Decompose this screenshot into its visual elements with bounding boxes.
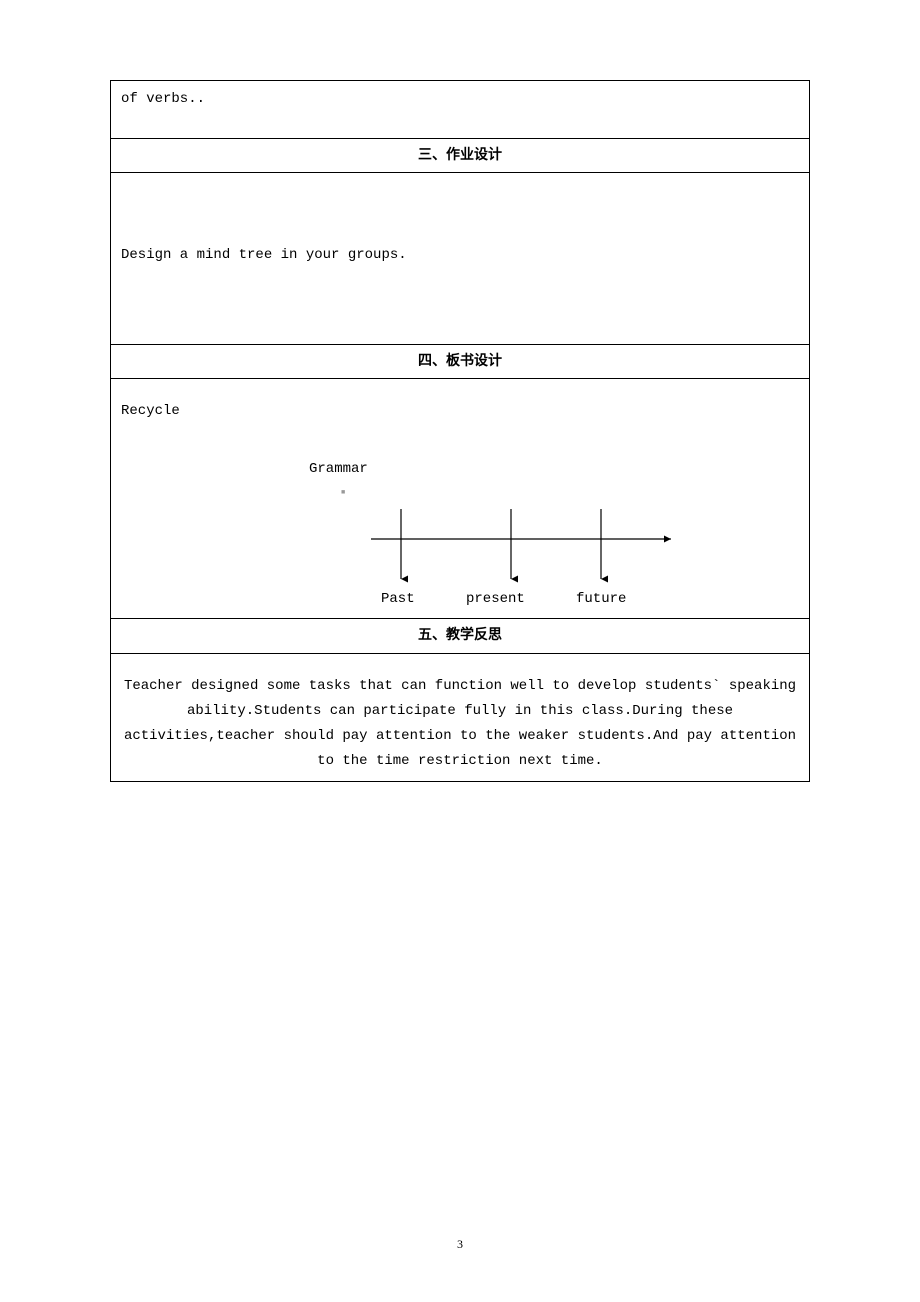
reflection-line-2: ability.Students can participate fully i… (121, 699, 799, 724)
timeline-svg (371, 499, 681, 589)
grammar-label: Grammar (309, 457, 799, 482)
label-past: Past (381, 587, 415, 612)
label-future: future (576, 587, 626, 612)
section-3-header: 三、作业设计 (111, 139, 810, 173)
section-4-title: 四、板书设计 (418, 354, 502, 369)
board-design-cell: Recycle Grammar (111, 379, 810, 619)
page-number: 3 (0, 1237, 920, 1252)
section-3-title: 三、作业设计 (418, 148, 502, 163)
timeline-diagram: Past present future (371, 499, 681, 619)
homework-text: Design a mind tree in your groups. (121, 247, 407, 263)
reflection-line-1: Teacher designed some tasks that can fun… (121, 674, 799, 699)
top-continuation-cell: of verbs.. (111, 81, 810, 139)
document-table: of verbs.. 三、作业设计 Design a mind tree in … (110, 80, 810, 782)
label-present: present (466, 587, 525, 612)
top-text: of verbs.. (121, 91, 205, 107)
section-5-title: 五、教学反思 (418, 628, 502, 643)
section-4-header: 四、板书设计 (111, 345, 810, 379)
section-5-header: 五、教学反思 (111, 619, 810, 653)
reflection-line-3: activities,teacher should pay attention … (121, 724, 799, 749)
reflection-line-4: to the time restriction next time. (121, 749, 799, 774)
recycle-label: Recycle (121, 399, 799, 424)
tiny-mark: ■ (341, 487, 345, 500)
reflection-cell: Teacher designed some tasks that can fun… (111, 653, 810, 781)
homework-cell: Design a mind tree in your groups. (111, 173, 810, 345)
page-container: of verbs.. 三、作业设计 Design a mind tree in … (0, 0, 920, 782)
